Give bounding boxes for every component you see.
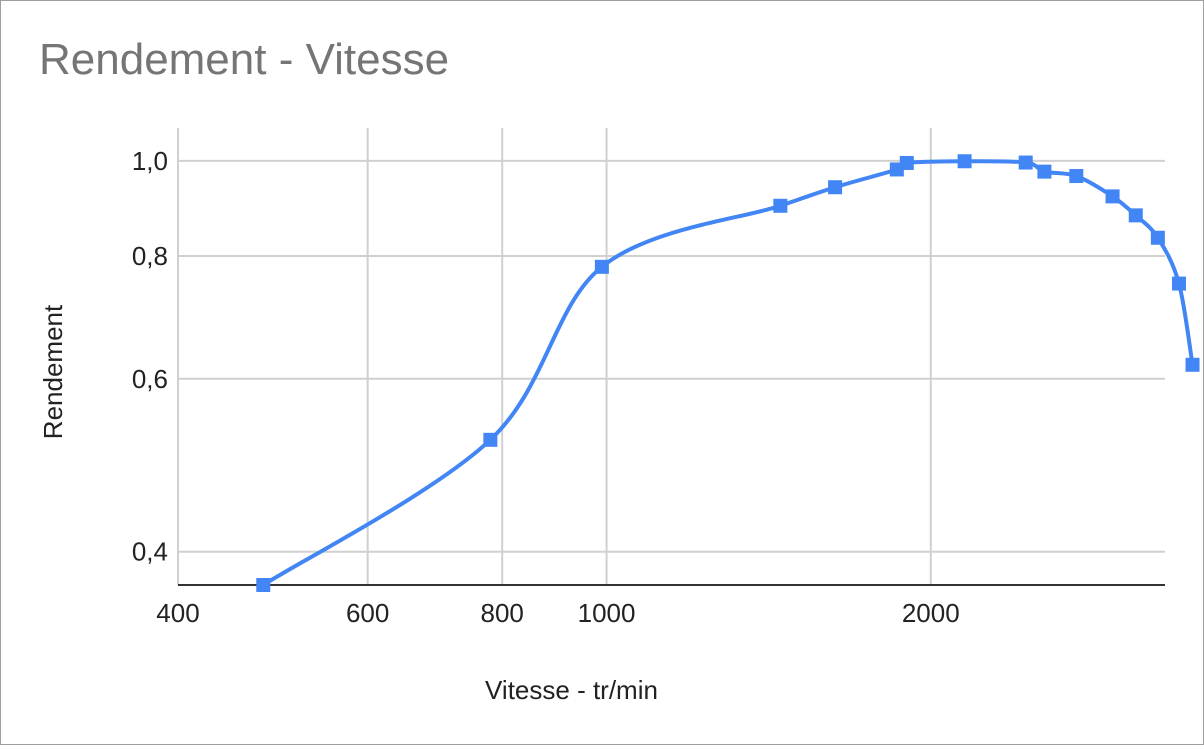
data-point-marker [256,578,271,592]
data-point-marker [1105,189,1120,204]
x-tick-label: 2000 [902,598,960,628]
data-point-marker [1185,357,1200,372]
y-tick-labels: 0,4 0,6 0,8 1,0 [132,146,168,567]
data-point-marker [483,432,498,447]
data-point-marker [828,180,843,195]
data-point-marker [1037,164,1052,179]
data-point-marker [1069,169,1084,184]
data-point-marker [1171,276,1186,291]
x-tick-label: 800 [481,598,524,628]
data-point-marker [1128,208,1143,223]
series-line [262,159,1195,587]
x-tick-label: 600 [346,598,389,628]
y-tick-label: 1,0 [132,146,168,176]
y-tick-label: 0,8 [132,241,168,271]
data-point-marker [773,198,788,213]
chart-title: Rendement - Vitesse [39,35,450,84]
data-point-marker [594,259,609,274]
data-point-marker [899,155,914,170]
y-tick-label: 0,6 [132,364,168,394]
data-point-marker [1018,155,1033,170]
series-lines [262,159,1195,587]
y-tick-label: 0,4 [132,537,168,567]
series-markers [256,154,1200,592]
data-point-marker [1150,230,1165,245]
x-axis-label: Vitesse - tr/min [485,675,658,705]
y-axis-label: Rendement [38,304,68,439]
grid [177,128,1165,586]
x-tick-label: 1000 [578,598,636,628]
x-tick-label: 400 [156,598,199,628]
x-tick-labels: 400 600 800 1000 2000 [156,598,959,628]
data-point-marker [957,154,972,169]
